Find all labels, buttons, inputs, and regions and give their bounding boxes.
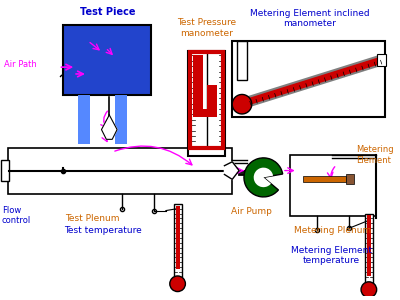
Text: Air Pump: Air Pump: [231, 207, 272, 216]
Bar: [237, 41, 247, 80]
Text: Metering Element inclined
manometer: Metering Element inclined manometer: [250, 9, 369, 28]
Bar: [64, 25, 151, 95]
Bar: [78, 95, 90, 144]
Bar: [302, 176, 346, 182]
Bar: [193, 56, 203, 109]
Bar: [8, 148, 232, 194]
Text: Test Piece: Test Piece: [80, 8, 135, 17]
Text: Test temperature: Test temperature: [64, 226, 142, 235]
Bar: [1, 160, 9, 181]
Bar: [247, 50, 382, 68]
Text: Test Plenum: Test Plenum: [66, 214, 120, 223]
Wedge shape: [254, 168, 273, 187]
Bar: [190, 52, 224, 148]
Bar: [346, 175, 354, 184]
Text: Metering Plenum: Metering Plenum: [294, 226, 371, 235]
Bar: [290, 155, 376, 216]
Text: Air Path: Air Path: [4, 60, 37, 69]
Bar: [115, 95, 127, 144]
Wedge shape: [244, 158, 283, 197]
Text: Metering Element
temperature: Metering Element temperature: [291, 246, 372, 265]
Bar: [176, 206, 180, 269]
Bar: [232, 41, 386, 117]
Polygon shape: [224, 162, 239, 179]
Polygon shape: [102, 115, 117, 139]
Bar: [207, 85, 217, 117]
Text: Flow
control: Flow control: [2, 206, 31, 225]
Bar: [365, 214, 373, 284]
Bar: [367, 215, 371, 276]
Bar: [188, 50, 226, 156]
Bar: [174, 204, 182, 277]
PathPatch shape: [83, 45, 151, 95]
Bar: [193, 109, 217, 117]
Circle shape: [232, 94, 252, 114]
Circle shape: [170, 276, 186, 292]
Text: Test Pressure
manometer: Test Pressure manometer: [177, 19, 236, 38]
Bar: [377, 54, 386, 66]
Text: Metering
Element: Metering Element: [356, 145, 394, 165]
Circle shape: [361, 282, 377, 297]
